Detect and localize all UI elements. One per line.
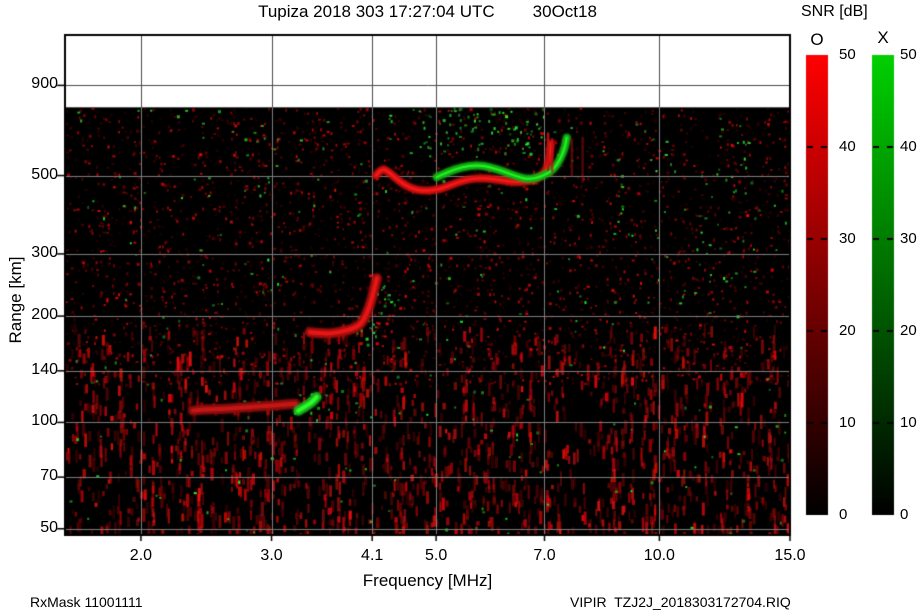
- y-tick-label-70: 70: [40, 467, 58, 485]
- x-tick-label-2.0: 2.0: [129, 547, 153, 564]
- o-colorbar-tick-label-10: 10: [839, 414, 856, 431]
- y-tick-label-50: 50: [40, 518, 58, 536]
- x-colorbar-tick-label-0: 0: [900, 506, 909, 523]
- x-colorbar-tick-label-10: 10: [900, 414, 917, 431]
- x-axis-label: Frequency [MHz]: [362, 571, 493, 590]
- y-tick-label-140: 140: [31, 360, 58, 378]
- rx-mask-text: RxMask 11001111: [30, 594, 143, 610]
- x-colorbar-tick-label-40: 40: [900, 138, 917, 155]
- y-tick-label-500: 500: [31, 165, 58, 183]
- y-tick-label-300: 300: [31, 243, 58, 261]
- x-tick-label-7.0: 7.0: [533, 547, 556, 564]
- colorbar-o-mode-label: O: [810, 30, 824, 49]
- plot-title: Tupiza 2018 303 17:27:04 UTC 30Oct18: [65, 2, 790, 22]
- o-colorbar-tick-label-50: 50: [839, 46, 856, 63]
- x-colorbar-tick-label-50: 50: [900, 46, 917, 63]
- o-colorbar-tick-label-30: 30: [839, 230, 856, 247]
- colorbar-title: SNR [dB]: [801, 3, 868, 20]
- x-tick-label-10.0: 10.0: [643, 547, 675, 564]
- o-colorbar-tick-label-40: 40: [839, 138, 856, 155]
- y-tick-label-200: 200: [31, 306, 58, 324]
- x-tick-label-4.1: 4.1: [361, 547, 384, 564]
- title-station-time: Tupiza 2018 303 17:27:04 UTC: [258, 2, 495, 21]
- y-tick-label-100: 100: [31, 412, 58, 430]
- x-tick-label-15.0: 15.0: [774, 547, 806, 564]
- colorbar-x-mode-label: X: [877, 28, 889, 47]
- o-colorbar-tick-label-0: 0: [839, 506, 848, 523]
- title-date: 30Oct18: [532, 2, 597, 21]
- x-tick-label-3.0: 3.0: [260, 547, 283, 564]
- o-colorbar-tick-label-20: 20: [839, 322, 856, 339]
- x-colorbar-tick-label-30: 30: [900, 230, 917, 247]
- x-colorbar-tick-label-20: 20: [900, 322, 917, 339]
- y-tick-label-900: 900: [31, 75, 58, 93]
- file-id-text: VIPIR TZJ2J_2018303172704.RIQ: [570, 594, 791, 610]
- x-tick-label-5.0: 5.0: [424, 547, 448, 564]
